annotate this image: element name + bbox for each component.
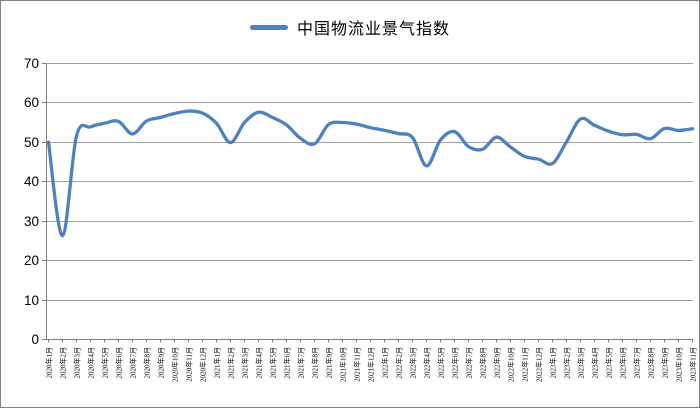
x-axis-label: 2022年3月 [409,347,418,379]
y-axis-label: 60 [24,95,39,110]
x-axis-label: 2023年9月 [661,347,670,379]
x-axis-label: 2020年12月 [199,347,208,382]
x-axis-label: 2023年5月 [605,347,614,379]
x-axis-label: 2022年9月 [493,347,502,379]
x-axis-label: 2020年5月 [101,347,110,379]
x-axis-label: 2022年2月 [395,347,404,379]
x-axis-label: 2021年5月 [269,347,278,379]
x-axis-label: 2020年7月 [129,347,138,379]
x-axis-label: 2020年8月 [143,347,152,379]
x-axis-label: 2023年11月 [689,347,698,382]
x-axis-label: 2023年7月 [633,347,642,379]
x-axis-label: 2022年5月 [437,347,446,379]
x-axis-label: 2022年7月 [465,347,474,379]
y-axis-label: 0 [31,332,39,347]
x-axis-label: 2020年4月 [87,347,96,379]
x-axis-label: 2021年12月 [367,347,376,382]
x-axis-label: 2022年8月 [479,347,488,379]
x-axis-label: 2020年10月 [171,347,180,382]
x-axis-label: 2021年2月 [227,347,236,379]
y-axis-label: 30 [24,214,39,229]
x-axis-label: 2021年11月 [353,347,362,382]
x-axis-label: 2021年3月 [241,347,250,379]
x-axis-label: 2020年11月 [185,347,194,382]
x-axis-label: 2023年4月 [591,347,600,379]
x-axis-label: 2020年1月 [45,347,54,379]
x-axis-label: 2022年11月 [521,347,530,382]
x-axis-label: 2022年4月 [423,347,432,379]
series-line [46,109,695,238]
y-axis-label: 50 [24,135,39,150]
x-axis-label: 2021年8月 [311,347,320,379]
x-axis-label: 2021年7月 [297,347,306,379]
x-axis-label: 2023年1月 [549,347,558,379]
x-axis-label: 2021年10月 [339,347,348,382]
x-axis-label: 2020年2月 [59,347,68,379]
x-axis-label: 2021年1月 [213,347,222,379]
y-axis-label: 40 [24,174,39,189]
x-axis-label: 2023年10月 [675,347,684,382]
x-axis-label: 2021年9月 [325,347,334,379]
x-axis-label: 2021年4月 [255,347,264,379]
y-axis-label: 70 [24,56,39,71]
x-axis-label: 2023年2月 [563,347,572,379]
x-axis-label: 2023年3月 [577,347,586,379]
x-axis-label: 2023年6月 [619,347,628,379]
x-axis-label: 2022年6月 [451,347,460,379]
x-axis-label: 2020年3月 [73,347,82,379]
y-axis-label: 10 [24,293,39,308]
x-axis-label: 2022年12月 [535,347,544,382]
x-axis-label: 2020年6月 [115,347,124,379]
x-axis-label: 2020年9月 [157,347,166,379]
x-axis-label: 2023年8月 [647,347,656,379]
x-axis-label: 2022年10月 [507,347,516,382]
y-axis-label: 20 [24,253,39,268]
x-axis-label: 2022年1月 [381,347,390,379]
x-axis-label: 2021年6月 [283,347,292,379]
